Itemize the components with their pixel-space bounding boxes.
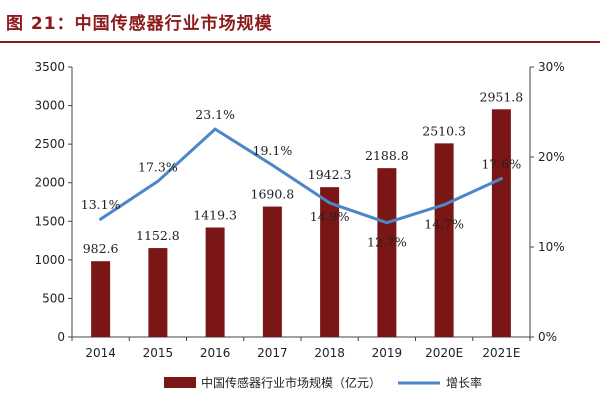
title-bar: 图 21：中国传感器行业市场规模 (0, 0, 600, 43)
x-tick-label: 2016 (200, 346, 231, 360)
x-tick-label: 2021E (482, 346, 520, 360)
x-tick-label: 2018 (314, 346, 345, 360)
bar (262, 206, 282, 337)
left-tick-label: 3500 (34, 60, 65, 74)
line-point (328, 201, 332, 205)
growth-rate-label: 17.3% (138, 159, 178, 174)
line-point (442, 203, 446, 207)
legend: 中国传感器行业市场规模（亿元） 增长率 (164, 375, 482, 390)
growth-rate-label: 12.7% (367, 235, 407, 250)
title-divider (0, 41, 600, 43)
growth-rate-label: 13.1% (81, 197, 121, 212)
page-title: 图 21：中国传感器行业市场规模 (6, 14, 273, 34)
legend-line-label: 增长率 (446, 375, 482, 390)
left-tick-label: 1500 (34, 214, 65, 228)
bar-value-label: 2510.3 (422, 123, 466, 138)
left-tick-label: 1000 (34, 253, 65, 267)
left-tick-label: 0 (57, 330, 65, 344)
line-point (270, 163, 274, 167)
growth-rate-label: 19.1% (253, 143, 293, 158)
data-labels: 982.6 1152.8 1419.3 1690.8 1942.3 2188.8 2510.… (81, 89, 524, 256)
left-tick-label: 2500 (34, 137, 65, 151)
left-tick-label: 3000 (34, 99, 65, 113)
right-tick-label: 30% (538, 60, 565, 74)
left-tick-label: 2000 (34, 176, 65, 190)
growth-rate-label: 23.1% (195, 107, 235, 122)
x-tick-label: 2020E (425, 346, 463, 360)
line-point (156, 179, 160, 183)
axes: 0 500 1000 1500 2000 2500 3000 3500 0% 10% 20% 30% 2… (34, 60, 564, 360)
right-tick-label: 0% (538, 330, 557, 344)
growth-line-path (99, 127, 503, 225)
bar-value-label: 1690.8 (251, 187, 295, 202)
bar (320, 187, 340, 337)
bars (91, 109, 511, 338)
bar-value-label: 1419.3 (193, 208, 237, 223)
bar (491, 109, 511, 338)
line-point (213, 127, 217, 131)
left-tick-label: 500 (42, 291, 65, 305)
bar-value-label: 982.6 (83, 241, 119, 256)
legend-bar-swatch (164, 377, 196, 388)
growth-rate-label: 14.9% (310, 209, 350, 224)
line-point (99, 217, 103, 221)
x-tick-label: 2015 (143, 346, 174, 360)
x-tick-label: 2014 (85, 346, 116, 360)
right-tick-label: 10% (538, 240, 565, 254)
legend-bar-label: 中国传感器行业市场规模（亿元） (201, 375, 381, 390)
right-tick-label: 20% (538, 150, 565, 164)
growth-rate-label: 14.7% (424, 217, 464, 232)
line-point (385, 221, 389, 225)
bar (377, 168, 397, 337)
x-tick-label: 2017 (257, 346, 288, 360)
bar-value-label: 2188.8 (365, 148, 409, 163)
line-point (499, 177, 503, 181)
x-tick-label: 2019 (372, 346, 403, 360)
bar-value-label: 1152.8 (136, 228, 180, 243)
bar (91, 261, 111, 337)
growth-rate-label: 17.6% (482, 157, 522, 172)
bar-value-label: 2951.8 (480, 89, 524, 104)
growth-line (99, 127, 503, 225)
bar-value-label: 1942.3 (308, 167, 352, 182)
bar (434, 143, 454, 337)
bar (148, 248, 168, 337)
bar (205, 227, 225, 337)
